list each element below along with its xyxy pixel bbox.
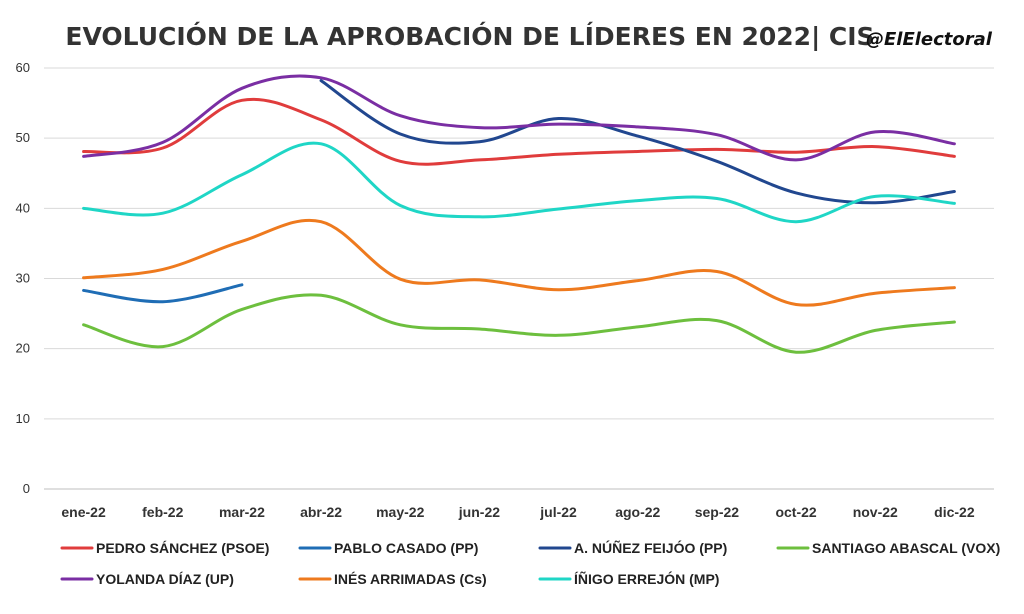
legend-label: INÉS ARRIMADAS (Cs) — [334, 571, 487, 587]
series-line — [82, 293, 956, 354]
x-tick-label: nov-22 — [853, 504, 898, 520]
series-4 — [82, 293, 956, 354]
x-tick-label: jul-22 — [539, 504, 577, 520]
legend-item: SANTIAGO ABASCAL (VOX) — [776, 540, 1000, 556]
series-line — [82, 283, 244, 304]
x-tick-label: abr-22 — [300, 504, 342, 520]
x-tick-label: ene-22 — [61, 504, 106, 520]
legend-item: A. NÚÑEZ FEIJÓO (PP) — [538, 539, 727, 556]
chart-title: EVOLUCIÓN DE LA APROBACIÓN DE LÍDERES EN… — [65, 22, 875, 51]
series-line — [82, 218, 956, 307]
y-tick-label: 20 — [16, 341, 30, 356]
legend-item: ÍÑIGO ERREJÓN (MP) — [538, 570, 719, 587]
series-line — [82, 141, 956, 224]
source-handle: @ElElectoral — [866, 29, 992, 50]
y-tick-label: 10 — [16, 411, 30, 426]
legend-label: A. NÚÑEZ FEIJÓO (PP) — [574, 539, 727, 556]
x-tick-label: oct-22 — [775, 504, 816, 520]
legend-item: PEDRO SÁNCHEZ (PSOE) — [60, 540, 269, 556]
x-tick-label: sep-22 — [695, 504, 740, 520]
series-lines — [82, 74, 956, 354]
x-tick-label: dic-22 — [934, 504, 975, 520]
x-tick-label: mar-22 — [219, 504, 265, 520]
series-7 — [82, 141, 956, 224]
legend-item: YOLANDA DÍAZ (UP) — [60, 571, 234, 587]
series-5 — [82, 74, 956, 162]
x-tick-label: may-22 — [376, 504, 424, 520]
x-axis-ticks: ene-22 feb-22 mar-22 abr-22 may-22 jun-22 jul-… — [61, 504, 974, 520]
series-3 — [319, 79, 956, 205]
series-line — [82, 97, 956, 166]
legend-label: ÍÑIGO ERREJÓN (MP) — [574, 570, 719, 587]
series-line — [82, 74, 956, 162]
y-axis-ticks: 0 10 20 30 40 50 60 — [16, 60, 30, 496]
legend-item: INÉS ARRIMADAS (Cs) — [298, 571, 487, 587]
series-1 — [82, 97, 956, 166]
series-line — [319, 79, 956, 205]
y-tick-label: 60 — [16, 60, 30, 75]
legend-label: PABLO CASADO (PP) — [334, 540, 478, 556]
y-tick-label: 0 — [23, 481, 30, 496]
series-2 — [82, 283, 244, 304]
x-tick-label: feb-22 — [142, 504, 183, 520]
x-tick-label: ago-22 — [615, 504, 660, 520]
legend: PEDRO SÁNCHEZ (PSOE) PABLO CASADO (PP) A. … — [60, 539, 1000, 587]
y-tick-label: 50 — [16, 130, 30, 145]
series-6 — [82, 218, 956, 307]
x-tick-label: jun-22 — [458, 504, 500, 520]
legend-item: PABLO CASADO (PP) — [298, 540, 478, 556]
grid-lines — [44, 67, 994, 490]
y-tick-label: 30 — [16, 271, 30, 286]
legend-label: YOLANDA DÍAZ (UP) — [96, 571, 234, 587]
y-tick-label: 40 — [16, 200, 30, 215]
legend-label: PEDRO SÁNCHEZ (PSOE) — [96, 540, 269, 556]
legend-label: SANTIAGO ABASCAL (VOX) — [812, 540, 1000, 556]
